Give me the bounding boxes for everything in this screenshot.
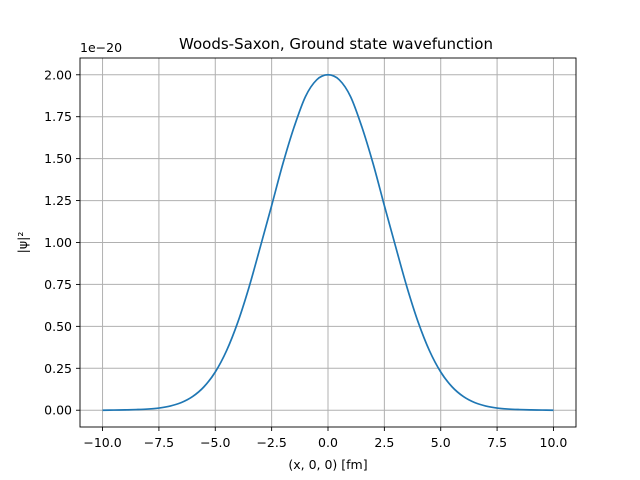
x-tick-label: 10.0: [540, 435, 568, 450]
ticks: −10.0 −7.5 −5.0 −2.5 0.0 2.5 5.0 7.5 10.0 0.00 0.2…: [44, 67, 567, 450]
y-tick-label: 0.50: [44, 319, 72, 334]
wavefunction-line: [102, 73, 554, 412]
y-tick-label: 0.00: [44, 403, 72, 418]
y-tick-label: 1.75: [44, 109, 72, 124]
x-tick-label: 0.0: [318, 435, 338, 450]
x-tick-label: −7.5: [144, 435, 174, 450]
y-tick-label: 1.00: [44, 235, 72, 250]
x-tick-label: 7.5: [487, 435, 507, 450]
y-axis-offset-text: 1e−20: [80, 40, 122, 55]
x-tick-label: 5.0: [431, 435, 451, 450]
y-tick-label: 0.25: [44, 361, 72, 376]
x-tick-label: −5.0: [200, 435, 230, 450]
y-tick-label: 1.25: [44, 193, 72, 208]
y-axis-label: |ψ|²: [15, 232, 30, 254]
series-layer: [102, 73, 554, 412]
y-tick-label: 1.50: [44, 151, 72, 166]
x-tick-label: 2.5: [374, 435, 394, 450]
x-tick-label: −2.5: [256, 435, 286, 450]
x-tick-label: −10.0: [83, 435, 121, 450]
chart-title: Woods-Saxon, Ground state wavefunction: [179, 35, 493, 53]
y-tick-label: 0.75: [44, 277, 72, 292]
y-tick-label: 2.00: [44, 67, 72, 82]
x-axis-label: (x, 0, 0) [fm]: [288, 457, 367, 472]
